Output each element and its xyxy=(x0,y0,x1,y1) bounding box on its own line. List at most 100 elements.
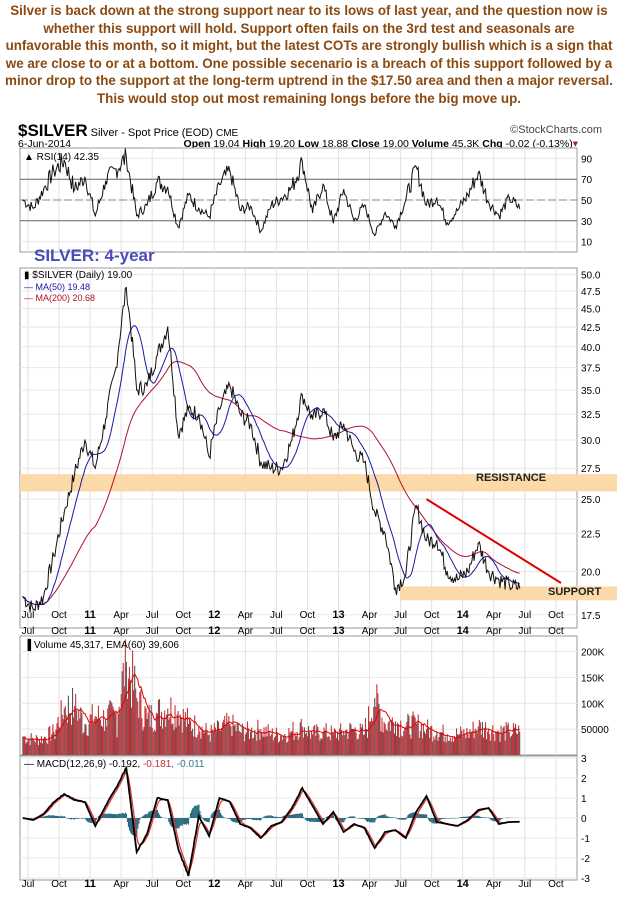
macd-histogram-bar xyxy=(185,818,188,825)
volume-bar xyxy=(341,730,343,755)
volume-bar xyxy=(496,732,498,755)
volume-bar xyxy=(151,727,153,755)
volume-bar xyxy=(90,714,92,755)
macd-histogram-bar xyxy=(189,812,192,818)
macd-histogram-bar xyxy=(310,818,312,822)
x-tick-label: Apr xyxy=(362,626,378,637)
volume-tick-label: 150K xyxy=(581,673,605,684)
macd-histogram-bar xyxy=(116,814,118,818)
volume-bar xyxy=(271,728,273,755)
volume-bar xyxy=(347,739,349,755)
volume-bar xyxy=(221,728,223,755)
volume-bar xyxy=(298,736,300,755)
volume-bar xyxy=(353,729,355,755)
macd-histogram-bar xyxy=(75,818,77,819)
volume-bar xyxy=(277,742,280,755)
volume-bar xyxy=(217,721,220,755)
volume-bar xyxy=(213,723,215,755)
macd-histogram-bar xyxy=(58,816,60,818)
x-tick-label: Oct xyxy=(51,879,67,890)
volume-bar xyxy=(257,719,259,755)
volume-bar xyxy=(391,717,393,755)
volume-bar xyxy=(152,731,154,755)
macd-histogram-bar xyxy=(46,815,48,818)
volume-bar xyxy=(251,727,253,755)
macd-histogram-bar xyxy=(466,816,468,818)
macd-histogram-bar xyxy=(459,817,461,818)
macd-histogram-bar xyxy=(481,817,484,818)
volume-bar xyxy=(452,741,454,755)
macd-histogram-bar xyxy=(491,818,493,821)
volume-bar xyxy=(231,735,233,755)
macd-histogram-bar xyxy=(499,818,501,821)
volume-bar xyxy=(157,700,160,755)
volume-bar xyxy=(450,741,452,755)
rsi-legend: ▲ RSI(14) 42.35 xyxy=(24,152,99,163)
macd-histogram-bar xyxy=(387,816,389,818)
x-tick-label: Oct xyxy=(424,879,440,890)
macd-histogram-bar xyxy=(123,814,125,818)
volume-bar xyxy=(28,738,30,755)
macd-histogram-bar xyxy=(187,818,190,825)
volume-bar xyxy=(96,718,98,755)
macd-histogram-bar xyxy=(195,806,197,818)
macd-histogram-bar xyxy=(344,818,346,821)
macd-histogram-bar xyxy=(395,818,398,819)
volume-bar xyxy=(417,714,419,755)
volume-bar xyxy=(400,720,402,755)
volume-bar xyxy=(132,650,134,755)
volume-bar xyxy=(266,736,268,755)
x-tick-label: Oct xyxy=(548,879,564,890)
macd-histogram-bar xyxy=(247,818,250,820)
volume-bar xyxy=(98,718,101,755)
volume-bar xyxy=(56,723,58,755)
volume-bar xyxy=(147,712,149,755)
volume-bar xyxy=(187,723,190,755)
volume-bar xyxy=(223,719,225,755)
volume-bar xyxy=(316,724,318,755)
volume-bar xyxy=(297,739,299,755)
macd-histogram-bar xyxy=(501,818,503,819)
macd-histogram-bar xyxy=(352,816,354,818)
volume-bar xyxy=(197,734,199,755)
volume-bar xyxy=(119,710,121,755)
macd-histogram-bar xyxy=(407,815,409,818)
open-label: Open xyxy=(183,138,211,150)
macd-histogram-bar xyxy=(50,815,52,818)
macd-histogram-bar xyxy=(467,816,469,818)
volume-bar xyxy=(205,722,207,755)
volume-bar xyxy=(289,733,291,755)
volume-bar xyxy=(238,730,240,755)
volume-bar xyxy=(169,717,171,755)
volume-bar xyxy=(364,717,367,755)
rsi-point xyxy=(446,222,448,224)
volume-bar xyxy=(49,725,51,755)
volume-bar xyxy=(519,731,521,755)
price-point xyxy=(394,587,397,589)
macd-histogram-bar xyxy=(358,818,360,819)
volume-bar xyxy=(294,732,296,755)
trendline xyxy=(425,498,562,584)
macd-histogram-bar xyxy=(476,815,478,818)
volume-bar xyxy=(293,739,295,755)
rsi-point xyxy=(415,166,417,168)
volume-bar xyxy=(389,730,391,755)
volume-bar xyxy=(394,721,397,755)
price-point xyxy=(73,473,76,475)
rsi-point xyxy=(405,199,407,201)
macd-histogram-bar xyxy=(139,818,141,820)
volume-bar xyxy=(402,736,404,755)
volume-bar xyxy=(484,722,487,755)
volume-tick-label: 200K xyxy=(581,648,605,659)
macd-histogram-bar xyxy=(394,817,397,818)
volume-bar xyxy=(120,694,122,755)
volume-bar xyxy=(405,726,407,755)
volume-bar xyxy=(463,729,465,755)
volume-bar xyxy=(182,708,184,755)
volume-bar xyxy=(464,734,466,755)
volume-bar xyxy=(67,695,69,755)
macd-histogram-bar xyxy=(128,818,131,831)
volume-bar xyxy=(148,704,150,755)
volume-bar xyxy=(453,735,456,755)
macd-histogram-bar xyxy=(241,818,243,821)
